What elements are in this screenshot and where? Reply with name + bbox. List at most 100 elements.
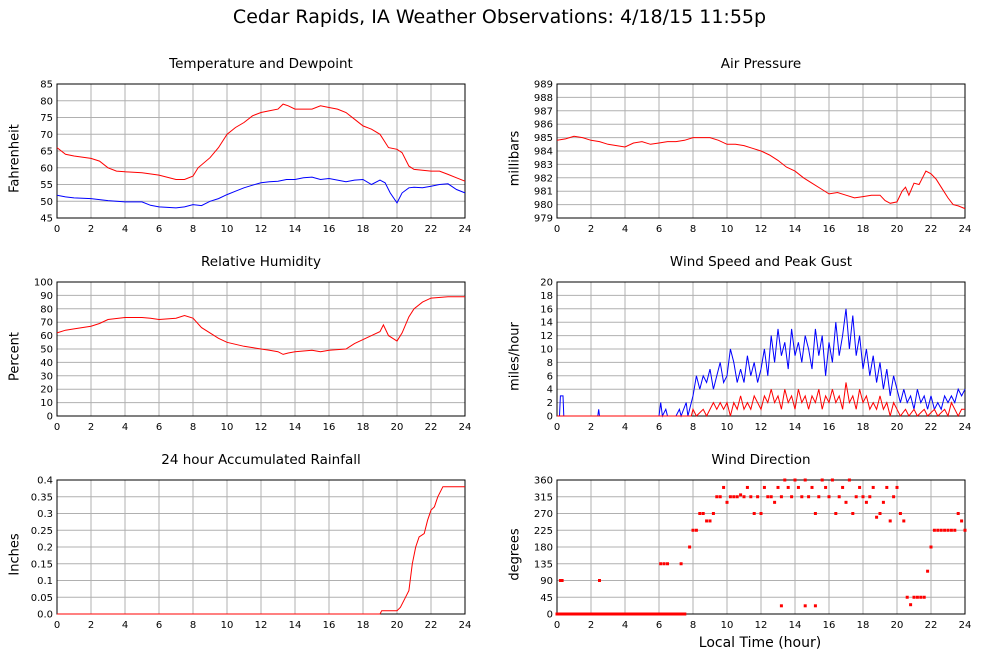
y-tick-label: 988 [534, 93, 553, 104]
wind-direction-point [932, 528, 936, 532]
wind-direction-point [960, 519, 964, 523]
wind-direction-point [779, 604, 783, 608]
x-tick-label: 8 [690, 620, 696, 631]
y-tick-label: 270 [534, 509, 553, 520]
x-tick-label: 12 [255, 224, 268, 235]
y-tick-label: 0 [47, 412, 53, 423]
x-tick-label: 18 [857, 620, 870, 631]
x-axis-label: Local Time (hour) [698, 635, 822, 651]
x-tick-label: 8 [190, 620, 196, 631]
chart-title: Relative Humidity [201, 254, 321, 270]
wind-direction-point [779, 495, 783, 499]
y-tick-label: 20 [540, 278, 553, 289]
x-tick-label: 0 [54, 224, 60, 235]
wind-direction-point [830, 478, 834, 482]
wind-direction-plot: 0 2 4 6 8 10 12 14 16 18 20 22 240459013518022527031… [534, 476, 971, 632]
x-tick-label: 24 [459, 620, 472, 631]
x-tick-label: 0 [554, 224, 560, 235]
y-tick-label: 983 [534, 160, 553, 171]
y-tick-label: 989 [534, 80, 553, 91]
y-tick-label: 0.35 [31, 492, 53, 503]
x-tick-label: 12 [255, 620, 268, 631]
wind-direction-point [827, 495, 831, 499]
y-tick-label: 16 [540, 304, 553, 315]
x-tick-label: 16 [823, 422, 836, 433]
series-line-0 [57, 486, 465, 615]
wind-direction-point [905, 595, 909, 599]
y-tick-label: 45 [540, 593, 553, 604]
wind-direction-point [679, 562, 683, 566]
x-tick-label: 22 [925, 224, 938, 235]
x-tick-label: 0 [554, 620, 560, 631]
y-tick-label: 65 [40, 147, 53, 158]
x-tick-label: 22 [925, 620, 938, 631]
plot-frame [556, 479, 966, 615]
y-tick-label: 4 [547, 385, 553, 396]
x-tick-label: 14 [289, 224, 302, 235]
y-tick-label: 70 [40, 130, 53, 141]
chart-title: Wind Direction [711, 452, 811, 468]
wind-direction-point [888, 519, 892, 523]
y-tick-label: 100 [34, 278, 53, 289]
wind-direction-point [813, 604, 817, 608]
wind-direction-point [868, 495, 872, 499]
wind-direction-point [915, 595, 919, 599]
x-tick-label: 6 [656, 224, 662, 235]
x-tick-label: 4 [122, 422, 128, 433]
y-tick-label: 982 [534, 173, 553, 184]
x-tick-label: 10 [721, 224, 734, 235]
wind-direction-point [756, 495, 760, 499]
y-tick-label: 60 [40, 163, 53, 174]
y-tick-label: 6 [547, 371, 553, 382]
wind-direction-point [871, 485, 875, 489]
wind-direction-point [732, 495, 736, 499]
x-tick-label: 8 [690, 422, 696, 433]
wind-direction-point [837, 495, 841, 499]
x-tick-label: 20 [391, 620, 404, 631]
wind-direction-point [943, 528, 947, 532]
x-tick-label: 0 [54, 422, 60, 433]
plot-frame [56, 281, 466, 417]
y-tick-label: 8 [547, 358, 553, 369]
x-tick-label: 18 [857, 224, 870, 235]
x-tick-label: 4 [622, 224, 628, 235]
x-tick-label: 12 [755, 620, 768, 631]
y-tick-label: 981 [534, 187, 553, 198]
x-tick-label: 2 [588, 224, 594, 235]
wind-direction-point [878, 512, 882, 515]
x-tick-label: 6 [156, 422, 162, 433]
chart-title: 24 hour Accumulated Rainfall [161, 452, 361, 468]
wind-direction-point [793, 478, 797, 482]
rainfall-plot: 0 2 4 6 8 10 12 14 16 18 20 22 240.00.050.10.150.20.… [31, 476, 472, 632]
y-tick-label: 0 [547, 610, 553, 621]
air-pressure-chart: Air Pressure millibars 0 2 4 6 8 10 12 14 16 18 20… [500, 56, 980, 246]
x-tick-label: 18 [357, 422, 370, 433]
x-tick-label: 10 [721, 620, 734, 631]
y-tick-label: 80 [40, 304, 53, 315]
x-tick-label: 24 [459, 224, 472, 235]
x-tick-label: 2 [88, 422, 94, 433]
y-tick-label: 0.05 [31, 593, 53, 604]
y-tick-label: 984 [534, 147, 553, 158]
wind-direction-point [790, 495, 794, 499]
x-tick-label: 20 [391, 422, 404, 433]
wind-direction-point [844, 500, 848, 504]
y-tick-label: 30 [40, 371, 53, 382]
wind-direction-point [762, 485, 766, 489]
wind-direction-point [558, 579, 562, 582]
series-line-0 [56, 103, 466, 182]
series-line-0 [557, 308, 966, 418]
wind-direction-point [803, 604, 807, 608]
x-tick-label: 24 [459, 422, 472, 433]
wind-direction-point [953, 528, 957, 532]
wind-direction-point [861, 495, 865, 499]
wind-direction-point [813, 512, 817, 515]
y-tick-label: 2 [547, 398, 553, 409]
wind-direction-point [949, 528, 953, 532]
x-tick-label: 6 [656, 422, 662, 433]
wind-direction-point [851, 512, 855, 515]
y-tick-label: 50 [40, 345, 53, 356]
series-line-1 [557, 382, 965, 418]
series-line-0 [56, 296, 465, 355]
x-tick-label: 10 [221, 224, 234, 235]
